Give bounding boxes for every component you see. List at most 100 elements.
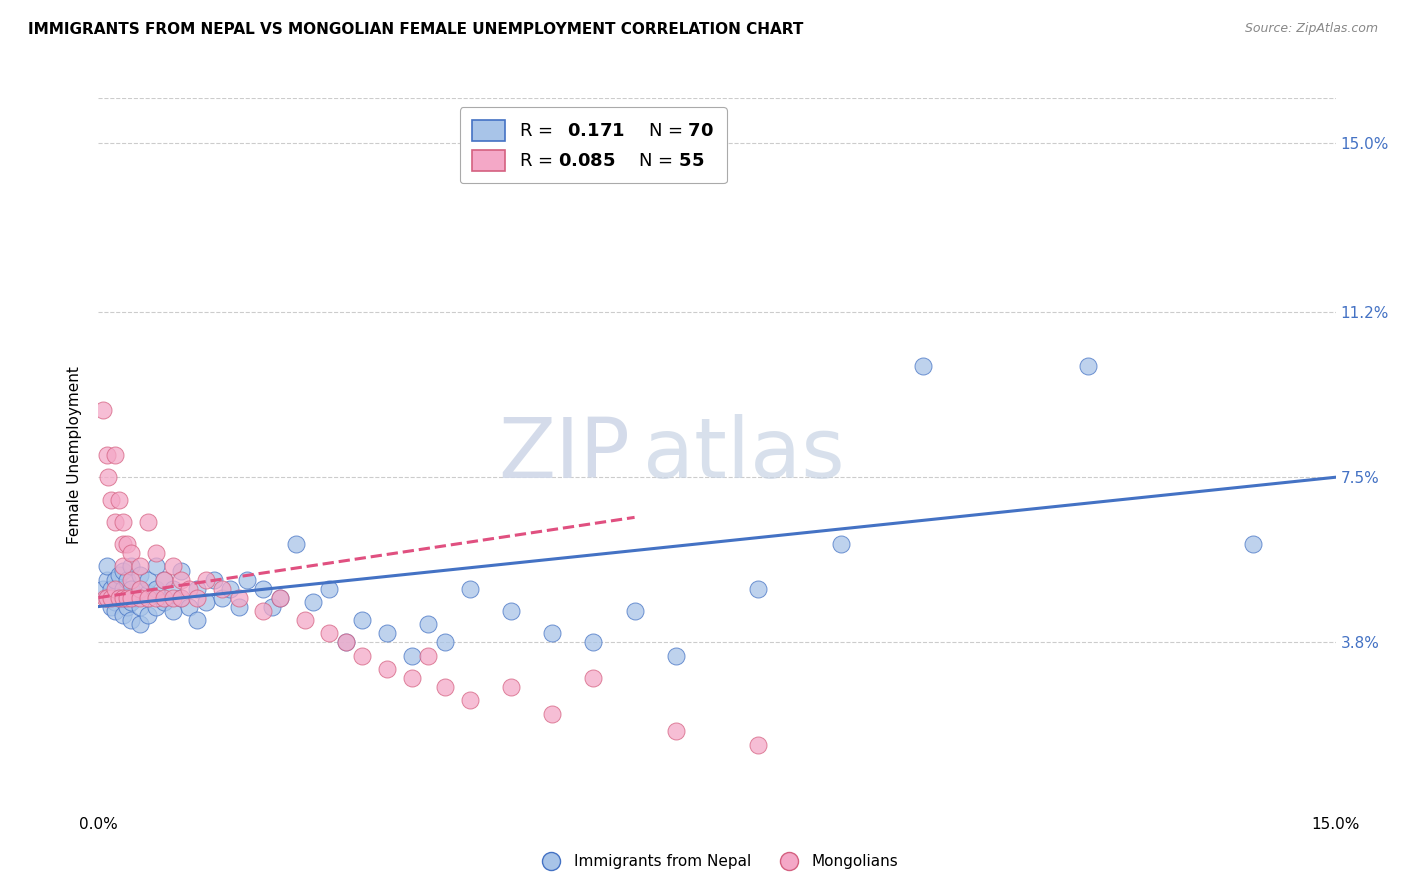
Point <box>352 648 374 663</box>
Point <box>433 680 456 694</box>
Point <box>120 573 142 587</box>
Point <box>100 492 122 507</box>
Point <box>170 564 193 578</box>
Point <box>202 573 225 587</box>
Text: IMMIGRANTS FROM NEPAL VS MONGOLIAN FEMALE UNEMPLOYMENT CORRELATION CHART: IMMIGRANTS FROM NEPAL VS MONGOLIAN FEMAL… <box>28 22 803 37</box>
Point <box>541 626 564 640</box>
Point <box>136 586 159 600</box>
Point <box>112 591 135 605</box>
Point <box>100 582 122 596</box>
Point <box>179 582 201 596</box>
Point <box>108 591 131 605</box>
Point <box>112 564 135 578</box>
Point <box>582 671 605 685</box>
Point <box>1077 359 1099 373</box>
Point <box>112 591 135 605</box>
Point <box>418 648 440 663</box>
Point <box>211 582 233 596</box>
Point <box>747 738 769 752</box>
Point <box>541 706 564 721</box>
Point <box>112 515 135 529</box>
Point <box>97 470 120 484</box>
Point <box>104 595 127 609</box>
Point <box>124 591 146 605</box>
Point <box>96 448 118 462</box>
Point <box>96 591 118 605</box>
Point <box>120 591 142 605</box>
Text: Source: ZipAtlas.com: Source: ZipAtlas.com <box>1244 22 1378 36</box>
Point <box>136 591 159 605</box>
Point <box>269 591 291 605</box>
Point <box>136 608 159 623</box>
Point <box>912 359 935 373</box>
Point <box>211 591 233 605</box>
Point <box>433 635 456 649</box>
Point <box>145 546 167 560</box>
Point <box>128 599 150 614</box>
Point <box>104 582 127 596</box>
Point <box>120 546 142 560</box>
Point <box>335 635 357 649</box>
Point <box>104 604 127 618</box>
Point <box>162 591 184 605</box>
Point <box>179 599 201 614</box>
Point <box>623 604 645 618</box>
Text: atlas: atlas <box>643 415 845 495</box>
Point <box>1241 537 1264 551</box>
Point <box>136 573 159 587</box>
Point <box>117 591 139 605</box>
Point <box>302 595 325 609</box>
Point <box>186 613 208 627</box>
Point <box>108 568 131 582</box>
Point <box>108 492 131 507</box>
Legend: Immigrants from Nepal, Mongolians: Immigrants from Nepal, Mongolians <box>529 848 905 875</box>
Point <box>194 573 217 587</box>
Point <box>112 608 135 623</box>
Point <box>145 582 167 596</box>
Point <box>120 595 142 609</box>
Point <box>228 599 250 614</box>
Point <box>104 515 127 529</box>
Point <box>186 582 208 596</box>
Point <box>219 582 242 596</box>
Point <box>318 626 340 640</box>
Point <box>352 613 374 627</box>
Point <box>100 599 122 614</box>
Point <box>458 693 481 707</box>
Point <box>665 724 688 739</box>
Point <box>401 648 423 663</box>
Point <box>153 595 176 609</box>
Point <box>318 582 340 596</box>
Point <box>335 635 357 649</box>
Point <box>153 573 176 587</box>
Point <box>117 599 139 614</box>
Point <box>228 591 250 605</box>
Point <box>96 559 118 574</box>
Point <box>120 559 142 574</box>
Point <box>252 582 274 596</box>
Point <box>747 582 769 596</box>
Point <box>128 568 150 582</box>
Point <box>108 591 131 605</box>
Point <box>401 671 423 685</box>
Point <box>153 591 176 605</box>
Point <box>145 559 167 574</box>
Point <box>94 591 117 605</box>
Point <box>128 559 150 574</box>
Point <box>91 582 114 596</box>
Point <box>186 591 208 605</box>
Point <box>418 617 440 632</box>
Point <box>153 573 176 587</box>
Point <box>285 537 308 551</box>
Point <box>104 448 127 462</box>
Point <box>665 648 688 663</box>
Point <box>117 537 139 551</box>
Point <box>499 604 522 618</box>
Point <box>499 680 522 694</box>
Point <box>128 591 150 605</box>
Point <box>120 613 142 627</box>
Point <box>136 515 159 529</box>
Point <box>96 573 118 587</box>
Point <box>112 537 135 551</box>
Point <box>236 573 259 587</box>
